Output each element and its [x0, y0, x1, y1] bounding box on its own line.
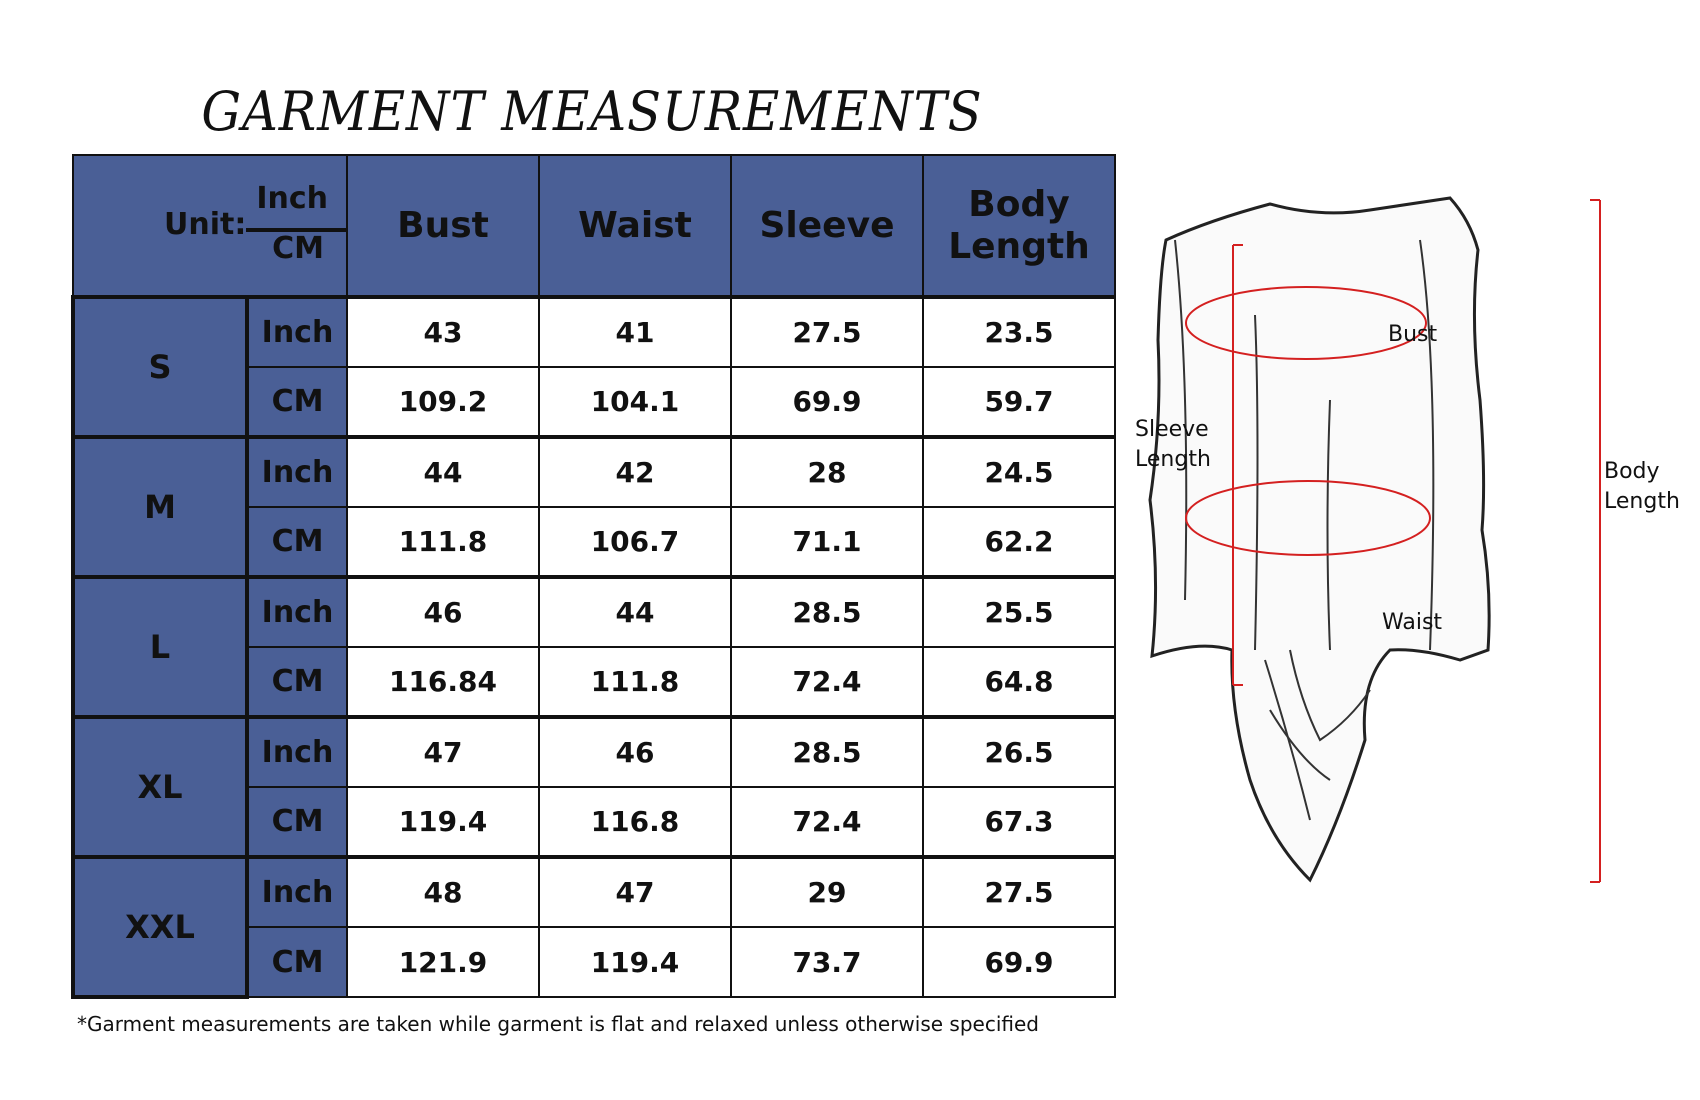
table-row: M Inch 44 42 28 24.5	[71, 435, 1116, 579]
table-row: CM 109.2 104.1 69.9 59.7	[73, 366, 1116, 438]
measurement-cell: 27.5	[922, 855, 1116, 928]
measurement-cell: 71.1	[730, 506, 924, 578]
table-row: XXL Inch 48 47 29 27.5	[71, 855, 1116, 999]
measurement-cell: 28.5	[730, 715, 924, 788]
bust-label: Bust	[1388, 322, 1438, 347]
garment-diagram: Bust Waist Sleeve Length Body Length	[1120, 180, 1700, 900]
measurement-cell: 72.4	[730, 786, 924, 858]
size-label: L	[71, 575, 249, 719]
measurement-cell: 111.8	[346, 506, 540, 578]
body-length-bracket	[1590, 199, 1601, 883]
unit-header: Unit: Inch CM	[72, 154, 348, 298]
measurement-cell: 26.5	[922, 715, 1116, 788]
table-row: L Inch 46 44 28.5 25.5	[71, 575, 1116, 719]
unit-cell: Inch	[246, 715, 348, 788]
measurement-cell: 69.9	[730, 366, 924, 438]
measurement-cell: 59.7	[922, 366, 1116, 438]
measurement-cell: 47	[346, 715, 540, 788]
measurement-cell: 116.8	[538, 786, 732, 858]
table-row: CM 121.9 119.4 73.7 69.9	[73, 926, 1116, 998]
measurement-cell: 25.5	[922, 575, 1116, 648]
column-header-bust: Bust	[346, 154, 540, 298]
measurement-cell: 48	[346, 855, 540, 928]
measurement-cell: 43	[346, 295, 540, 368]
garment-sketch	[1148, 196, 1601, 883]
table-row: CM 111.8 106.7 71.1 62.2	[73, 506, 1116, 578]
unit-inch: Inch	[256, 181, 328, 216]
unit-cm: CM	[272, 231, 324, 266]
measurement-cell: 28	[730, 435, 924, 508]
waist-label: Waist	[1382, 610, 1443, 635]
body-length-label: Body Length	[1604, 459, 1680, 514]
measurement-cell: 116.84	[346, 646, 540, 718]
measurement-cell: 106.7	[538, 506, 732, 578]
measurement-cell: 64.8	[922, 646, 1116, 718]
measurement-cell: 46	[346, 575, 540, 648]
size-chart-table: Unit: Inch CM Bust Waist Sleeve Body Len…	[71, 154, 1116, 999]
unit-cell: Inch	[246, 435, 348, 508]
measurement-cell: 67.3	[922, 786, 1116, 858]
measurement-cell: 44	[346, 435, 540, 508]
table-row: XL Inch 47 46 28.5 26.5	[71, 715, 1116, 859]
measurement-cell: 42	[538, 435, 732, 508]
measurement-cell: 109.2	[346, 366, 540, 438]
table-row: CM 116.84 111.8 72.4 64.8	[73, 646, 1116, 718]
unit-cell: Inch	[246, 295, 348, 368]
measurement-cell: 29	[730, 855, 924, 928]
measurement-cell: 119.4	[538, 926, 732, 998]
table-row: CM 119.4 116.8 72.4 67.3	[73, 786, 1116, 858]
unit-cell: CM	[246, 786, 348, 858]
size-label: XXL	[71, 855, 249, 999]
measurement-cell: 24.5	[922, 435, 1116, 508]
sleeve-length-label: Sleeve Length	[1135, 417, 1211, 472]
bust-measure-ellipse	[1185, 286, 1427, 360]
unit-cell: Inch	[246, 575, 348, 648]
measurement-cell: 111.8	[538, 646, 732, 718]
footnote: *Garment measurements are taken while ga…	[77, 1012, 1040, 1036]
waist-measure-ellipse	[1185, 480, 1431, 556]
measurement-cell: 27.5	[730, 295, 924, 368]
unit-cell: Inch	[246, 855, 348, 928]
measurement-cell: 72.4	[730, 646, 924, 718]
measurement-cell: 62.2	[922, 506, 1116, 578]
column-header-waist: Waist	[538, 154, 732, 298]
page-title: GARMENT MEASUREMENTS	[201, 80, 983, 143]
unit-divider	[246, 228, 346, 232]
measurement-cell: 44	[538, 575, 732, 648]
measurement-cell: 104.1	[538, 366, 732, 438]
measurement-cell: 41	[538, 295, 732, 368]
measurement-cell: 23.5	[922, 295, 1116, 368]
size-label: M	[71, 435, 249, 579]
measurement-cell: 69.9	[922, 926, 1116, 998]
measurement-cell: 46	[538, 715, 732, 788]
table-row: S Inch 43 41 27.5 23.5	[71, 295, 1116, 439]
size-label: S	[71, 295, 249, 439]
unit-cell: CM	[246, 926, 348, 998]
garment-fold-lines	[1174, 239, 1435, 821]
unit-label: Unit:	[164, 207, 247, 242]
column-header-body-length: Body Length	[922, 154, 1116, 298]
measurement-cell: 73.7	[730, 926, 924, 998]
unit-cell: CM	[246, 366, 348, 438]
measurement-cell: 119.4	[346, 786, 540, 858]
size-label: XL	[71, 715, 249, 859]
garment-outline	[1148, 196, 1491, 883]
measurement-cell: 28.5	[730, 575, 924, 648]
column-header-sleeve: Sleeve	[730, 154, 924, 298]
measurement-cell: 47	[538, 855, 732, 928]
unit-cell: CM	[246, 506, 348, 578]
measurement-cell: 121.9	[346, 926, 540, 998]
unit-cell: CM	[246, 646, 348, 718]
sleeve-length-bracket	[1232, 244, 1243, 686]
